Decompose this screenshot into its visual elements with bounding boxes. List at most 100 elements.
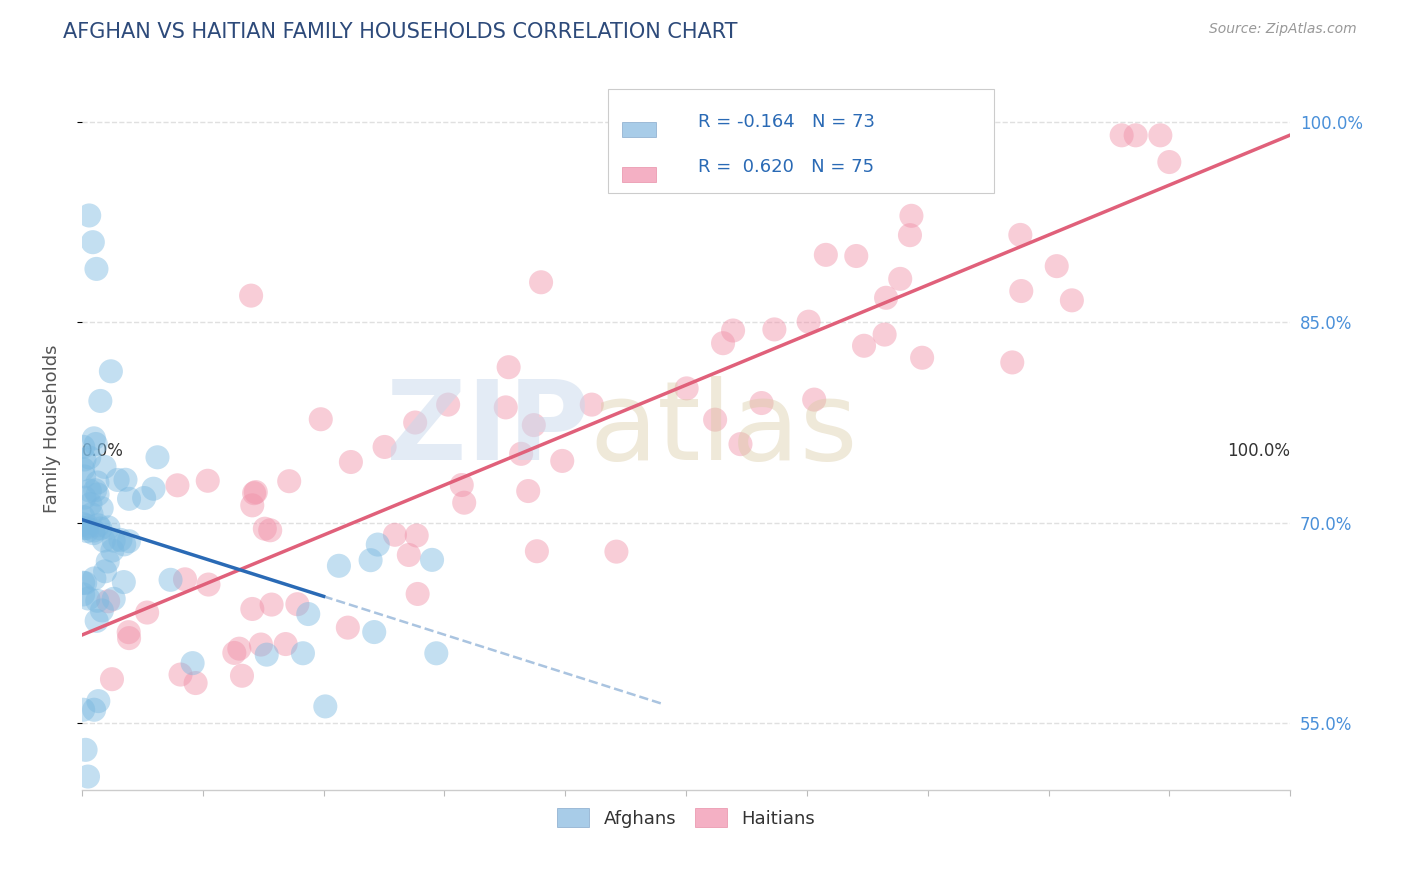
- Point: [87, 518, 110, 533]
- Point: [103, 591, 125, 606]
- Point: [763, 322, 786, 336]
- Point: [453, 496, 475, 510]
- Point: [118, 491, 141, 506]
- Point: [1159, 155, 1181, 169]
- Point: [495, 401, 517, 415]
- FancyBboxPatch shape: [621, 122, 657, 137]
- Point: [118, 625, 141, 640]
- Point: [142, 482, 165, 496]
- Point: [82, 235, 104, 250]
- Point: [425, 646, 447, 660]
- Point: [367, 538, 389, 552]
- Point: [721, 324, 744, 338]
- Point: [797, 315, 820, 329]
- Point: [814, 248, 837, 262]
- Point: [76, 521, 98, 535]
- Text: R =  0.620   N = 75: R = 0.620 N = 75: [699, 158, 875, 176]
- Point: [384, 528, 406, 542]
- Point: [97, 520, 120, 534]
- Point: [86, 594, 108, 608]
- Point: [146, 450, 169, 465]
- Text: AFGHAN VS HAITIAN FAMILY HOUSEHOLDS CORRELATION CHART: AFGHAN VS HAITIAN FAMILY HOUSEHOLDS CORR…: [63, 22, 738, 42]
- Point: [231, 669, 253, 683]
- Point: [1125, 128, 1147, 143]
- Point: [77, 450, 100, 465]
- Point: [751, 396, 773, 410]
- Point: [83, 524, 105, 538]
- Point: [114, 473, 136, 487]
- Point: [889, 272, 911, 286]
- Text: ZIP: ZIP: [387, 376, 589, 483]
- Point: [77, 591, 100, 606]
- Point: [75, 743, 97, 757]
- Point: [240, 499, 263, 513]
- Point: [291, 646, 314, 660]
- Point: [240, 288, 263, 302]
- Point: [278, 474, 301, 488]
- Point: [437, 398, 460, 412]
- Point: [853, 339, 876, 353]
- Point: [704, 412, 727, 426]
- Point: [675, 381, 697, 395]
- Point: [93, 459, 115, 474]
- Point: [1010, 227, 1032, 242]
- Point: [110, 533, 132, 547]
- FancyBboxPatch shape: [621, 167, 657, 182]
- Point: [97, 554, 120, 568]
- Point: [1149, 128, 1171, 143]
- Point: [873, 327, 896, 342]
- Point: [256, 648, 278, 662]
- Point: [103, 533, 125, 548]
- Point: [523, 418, 546, 433]
- Point: [134, 491, 156, 505]
- Point: [197, 474, 219, 488]
- Y-axis label: Family Households: Family Households: [44, 345, 60, 514]
- Point: [86, 261, 108, 276]
- Text: R = -0.164   N = 73: R = -0.164 N = 73: [699, 113, 875, 131]
- Point: [184, 676, 207, 690]
- Point: [86, 475, 108, 490]
- Point: [72, 575, 94, 590]
- Point: [118, 534, 141, 549]
- Point: [94, 564, 117, 578]
- Point: [76, 524, 98, 538]
- Point: [174, 572, 197, 586]
- Point: [112, 537, 135, 551]
- Point: [245, 485, 267, 500]
- Point: [900, 209, 922, 223]
- Point: [260, 598, 283, 612]
- Point: [82, 526, 104, 541]
- Point: [228, 641, 250, 656]
- Point: [101, 543, 124, 558]
- Point: [374, 440, 396, 454]
- Point: [340, 455, 363, 469]
- Point: [83, 571, 105, 585]
- Point: [80, 507, 103, 521]
- Point: [328, 558, 350, 573]
- Point: [87, 694, 110, 708]
- Point: [72, 703, 94, 717]
- Point: [181, 656, 204, 670]
- Point: [169, 667, 191, 681]
- Point: [75, 576, 97, 591]
- Point: [253, 522, 276, 536]
- Point: [118, 631, 141, 645]
- Point: [363, 625, 385, 640]
- Point: [498, 360, 520, 375]
- Point: [89, 521, 111, 535]
- Point: [405, 528, 427, 542]
- Text: 100.0%: 100.0%: [1227, 442, 1291, 460]
- Text: atlas: atlas: [589, 376, 858, 483]
- Point: [72, 462, 94, 476]
- Point: [1010, 284, 1032, 298]
- Point: [510, 447, 533, 461]
- Point: [517, 483, 540, 498]
- Point: [159, 573, 181, 587]
- Point: [875, 291, 897, 305]
- Legend: Afghans, Haitians: Afghans, Haitians: [550, 801, 823, 835]
- Point: [100, 364, 122, 378]
- Point: [530, 275, 553, 289]
- Point: [1001, 355, 1024, 369]
- Point: [1046, 259, 1069, 273]
- Point: [84, 437, 107, 451]
